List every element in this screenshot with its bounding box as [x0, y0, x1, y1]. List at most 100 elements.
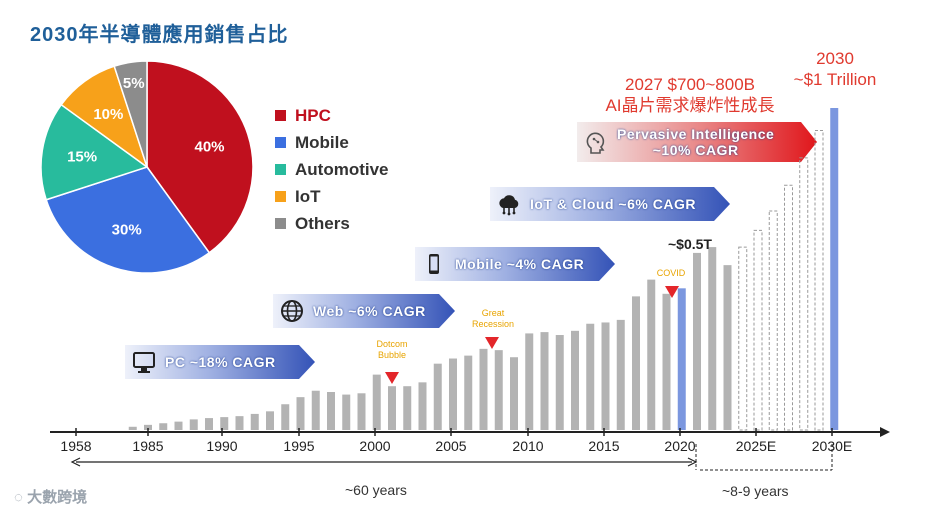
era-banner-arrow	[125, 345, 315, 379]
era-label: IoT & Cloud ~6% CAGR	[530, 196, 696, 212]
era-banner-arrow	[490, 187, 730, 221]
bar-2001	[388, 386, 396, 430]
pie-slice-label: 10%	[93, 106, 123, 123]
watermark-logo-icon: ◌	[14, 489, 28, 506]
pie-slice-others	[113, 60, 148, 168]
era-label: Pervasive Intelligence	[617, 126, 775, 142]
era-label: PC ~18% CAGR	[165, 354, 276, 370]
bar-2022	[708, 247, 717, 430]
x-tick-label: 1958	[60, 438, 92, 454]
bar-forecast-2024	[738, 246, 748, 431]
bar-1991	[235, 416, 244, 430]
bar-1989	[205, 418, 213, 430]
half-trillion-label: ~$0.5T	[668, 236, 712, 252]
bar-2019	[662, 293, 671, 430]
bar-2011	[540, 332, 549, 430]
bar-1987	[174, 421, 183, 430]
cloud-icon	[499, 195, 519, 216]
era-label: Mobile ~4% CAGR	[455, 256, 585, 272]
era-banner-arrow	[273, 294, 455, 328]
event-marker-arrow	[665, 286, 679, 298]
monitor-icon	[133, 352, 155, 373]
bar-1998	[342, 394, 351, 430]
legend-item-hpc: HPC	[275, 102, 389, 129]
bar-2013	[571, 330, 579, 430]
pie-slice-label: 40%	[194, 139, 224, 156]
legend-swatch	[275, 191, 286, 202]
bar-1997	[327, 392, 335, 430]
event-great-recession: Great Recession	[458, 308, 528, 330]
bar-forecast-2029	[814, 130, 824, 431]
event-covid: COVID	[643, 268, 699, 279]
x-tick-label: 2030E	[811, 438, 853, 454]
bar-1993	[266, 411, 274, 430]
bar-2017	[632, 296, 640, 430]
x-tick-label: 2015	[588, 438, 620, 454]
bar-1999	[357, 393, 366, 430]
watermark-text: 大數跨境	[27, 489, 88, 506]
x-tick-label: 2005	[435, 438, 467, 454]
bar-forecast-2027	[784, 184, 793, 431]
pie-slice-label: 30%	[112, 222, 142, 239]
x-axis-arrowhead	[880, 427, 890, 437]
pie-slice-label: 5%	[123, 75, 145, 92]
x-tick-label: 1995	[283, 438, 315, 454]
era-banner-pc: PC ~18% CAGR	[125, 345, 315, 379]
bar-forecast-2025	[753, 229, 763, 431]
bar-1985	[144, 424, 152, 430]
forecast-span-label: ~8-9 years	[722, 483, 789, 499]
bar-2003	[418, 382, 427, 430]
bar-2015	[601, 322, 610, 430]
x-tick-label: 2025E	[735, 438, 777, 454]
pie-slice-hpc	[146, 60, 254, 254]
bar-2018	[647, 279, 656, 430]
bar-2010	[525, 333, 534, 430]
history-span-arrow-left	[70, 457, 81, 467]
pie-legend: HPC Mobile Automotive IoT Others	[275, 102, 389, 237]
bar-1988	[189, 419, 198, 430]
bar-2005	[449, 358, 457, 430]
page-title: 2030年半導體應用銷售占比	[30, 24, 289, 46]
bar-2012	[555, 335, 564, 430]
legend-item-mobile: Mobile	[275, 129, 389, 156]
x-tick-label: 2000	[359, 438, 391, 454]
legend-swatch	[275, 218, 286, 229]
forecast-2027-value: 2027 $700~800B	[625, 75, 755, 94]
forecast-2027-note: 2027 $700~800B AI晶片需求爆炸性成長	[595, 74, 785, 116]
watermark: ◌ 大數跨境	[14, 486, 87, 507]
bar-1986	[159, 423, 168, 430]
legend-label: Others	[295, 213, 350, 233]
legend-item-iot: IoT	[275, 183, 389, 210]
legend-label: Mobile	[295, 132, 349, 152]
bar-2021	[693, 252, 701, 430]
bar-1996	[311, 390, 320, 430]
era-sublabel: ~10% CAGR	[652, 142, 739, 158]
bar-2008	[494, 350, 503, 430]
pie-slice-mobile	[45, 166, 211, 274]
x-tick-label: 2020	[664, 438, 696, 454]
bar-forecast-2028	[799, 157, 809, 431]
legend-swatch	[275, 164, 286, 175]
legend-label: HPC	[295, 105, 331, 125]
event-label-line1: Great	[481, 308, 505, 318]
legend-item-others: Others	[275, 210, 389, 237]
target-2030-note: 2030 ~$1 Trillion	[775, 48, 895, 90]
legend-label: IoT	[295, 186, 321, 206]
era-label: Web ~6% CAGR	[313, 303, 426, 319]
x-tick-label: 2010	[512, 438, 544, 454]
era-banner-arrow	[415, 247, 615, 281]
event-label-line2: Recession	[471, 319, 515, 329]
ai-growth-note: AI晶片需求爆炸性成長	[605, 96, 775, 115]
legend-swatch	[275, 110, 286, 121]
legend-item-automotive: Automotive	[275, 156, 389, 183]
bar-2002	[403, 386, 412, 430]
bar-2030	[830, 108, 839, 430]
legend-swatch	[275, 137, 286, 148]
bar-1994	[281, 404, 290, 430]
bar-2006	[464, 355, 473, 430]
history-span-label: ~60 years	[345, 482, 407, 498]
era-banner-web: Web ~6% CAGR	[273, 294, 455, 328]
